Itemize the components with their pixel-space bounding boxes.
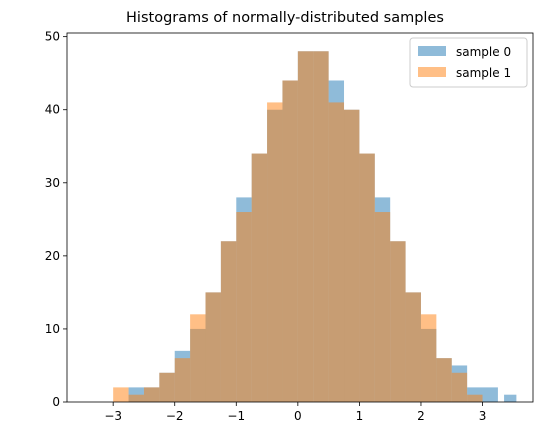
y-tick-label: 40	[45, 103, 60, 117]
histogram-bar-series-1-bin-17	[374, 212, 391, 402]
histogram-bar-series-1-bin-14	[328, 102, 345, 403]
histogram-bar-series-1-bin-9	[251, 153, 268, 402]
histogram-bar-series-0-bin-23	[482, 387, 498, 402]
histogram-bar-series-1-bin-6	[205, 292, 221, 402]
histogram-bar-series-1-bin-20	[420, 314, 437, 402]
y-tick-label: 20	[45, 249, 60, 263]
bars-layer	[113, 51, 517, 403]
y-tick-label: 50	[45, 30, 60, 44]
histogram-bar-series-1-bin-16	[359, 153, 375, 402]
histogram-bar-series-1-bin-21	[436, 358, 452, 402]
histogram-bar-series-1-bin-12	[297, 51, 314, 402]
histogram-bar-series-1-bin-19	[405, 292, 421, 402]
legend-label-0: sample 0	[456, 45, 511, 59]
plot-frame	[66, 32, 534, 403]
legend: sample 0 sample 1	[409, 37, 528, 88]
x-tick-label: 3	[479, 409, 487, 423]
x-tick-label: −2	[166, 409, 184, 423]
histogram-bar-series-1-bin-4	[174, 358, 191, 402]
y-tick-label: 0	[52, 395, 60, 409]
histogram-bar-series-1-bin-11	[282, 80, 298, 402]
x-tick-label: 1	[356, 409, 364, 423]
histogram-bar-series-1-bin-13	[313, 51, 329, 402]
x-tick-label: 2	[417, 409, 425, 423]
x-tick-label: −1	[227, 409, 245, 423]
histogram-bar-series-1-bin-1	[128, 394, 144, 402]
y-tick-label: 30	[45, 176, 60, 190]
x-tick-label: 0	[294, 409, 302, 423]
histogram-bar-series-1-bin-8	[236, 212, 252, 402]
histogram-bar-series-1-bin-15	[344, 109, 360, 402]
histogram-bar-extra-0	[504, 394, 517, 402]
histogram-bar-series-1-bin-23	[467, 394, 483, 402]
legend-swatch-1	[418, 67, 446, 77]
legend-label-1: sample 1	[456, 66, 511, 80]
histogram-bar-series-1-bin-7	[220, 241, 237, 402]
histogram-bar-series-1-bin-3	[159, 372, 175, 402]
y-tick-label: 10	[45, 322, 60, 336]
x-tick-label: −3	[104, 409, 122, 423]
histogram-bar-series-1-bin-10	[267, 102, 283, 403]
histogram-bar-series-1-bin-22	[451, 372, 468, 402]
histogram-bar-series-1-bin-2	[143, 387, 160, 402]
histogram-bar-series-1-bin-5	[190, 314, 206, 402]
histogram-bar-series-1-bin-0	[113, 387, 129, 402]
chart-title: Histograms of normally-distributed sampl…	[126, 10, 444, 26]
histogram-bar-series-1-bin-18	[390, 241, 406, 402]
legend-swatch-0	[418, 46, 446, 56]
